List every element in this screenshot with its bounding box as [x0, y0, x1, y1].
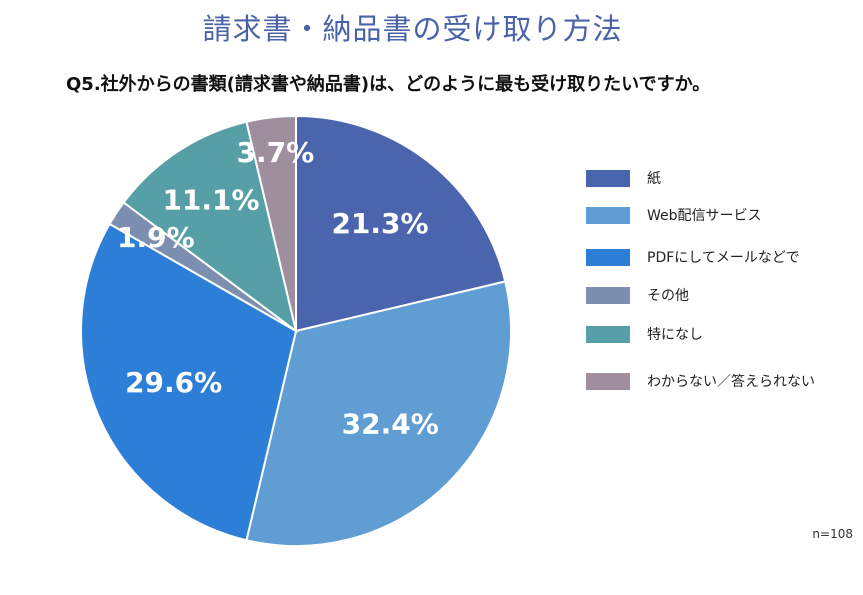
slice-label-3: 29.6%: [125, 366, 222, 399]
slice-label-1: 21.3%: [331, 207, 428, 240]
pie-slice-6: [245, 114, 297, 332]
legend-label: その他: [647, 288, 689, 304]
legend-swatch: [586, 286, 630, 304]
legend-item-2: Web配信サービス: [586, 205, 762, 225]
legend-label: わからない／答えられない: [647, 374, 815, 390]
legend-item-1: 紙: [586, 168, 661, 188]
legend-swatch: [586, 206, 630, 224]
legend-swatch: [586, 372, 630, 390]
slice-label-2: 32.4%: [342, 407, 439, 440]
legend-label: 紙: [647, 171, 661, 187]
legend-item-4: その他: [586, 285, 689, 305]
legend-item-5: 特になし: [586, 324, 703, 344]
pie-slice-1: [295, 114, 507, 333]
sample-size: n=108: [812, 527, 853, 541]
slice-label-6: 3.7%: [236, 136, 314, 169]
legend-label: Web配信サービス: [647, 208, 762, 224]
survey-question: Q5.社外からの書類(請求書や納品書)は、どのように最も受け取りたいですか。: [66, 74, 711, 95]
legend-label: 特になし: [647, 327, 703, 343]
legend-item-3: PDFにしてメールなどで: [586, 247, 800, 267]
chart-title: 請求書・納品書の受け取り方法: [202, 12, 623, 46]
slice-label-5: 11.1%: [162, 184, 259, 217]
legend-item-6: わからない／答えられない: [586, 371, 815, 391]
legend-swatch: [586, 325, 630, 343]
legend-swatch: [586, 248, 630, 266]
legend-label: PDFにしてメールなどで: [647, 250, 800, 266]
legend-swatch: [586, 169, 630, 187]
pie-slice-2: [245, 280, 512, 547]
pie-slice-5: [122, 120, 298, 334]
slice-label-4: 1.9%: [117, 221, 195, 254]
pie-slice-3: [80, 222, 298, 542]
